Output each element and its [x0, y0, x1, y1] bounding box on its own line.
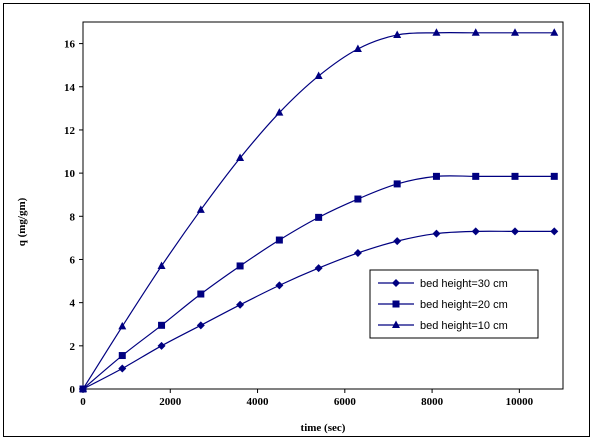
data-point-square: [550, 172, 558, 180]
series-markers: [79, 28, 559, 393]
data-point-diamond: [432, 229, 441, 238]
data-point-triangle: [550, 28, 559, 36]
data-point-square: [315, 213, 323, 221]
legend: bed height=30 cm bed height=20 cm bed heig…: [369, 269, 539, 339]
data-point-triangle: [432, 28, 441, 36]
data-point-diamond: [353, 248, 362, 257]
data-point-diamond: [393, 237, 402, 246]
data-point-diamond: [236, 300, 245, 309]
data-point-square: [158, 321, 166, 329]
y-tick-label: 6: [70, 254, 76, 266]
x-tick-label: 10000: [506, 396, 534, 408]
legend-label: bed height=30 cm: [420, 278, 508, 290]
data-point-diamond: [550, 227, 559, 236]
x-tick-label: 6000: [334, 396, 357, 408]
data-point-square: [432, 172, 440, 180]
data-point-diamond: [275, 281, 284, 290]
data-point-triangle: [118, 321, 127, 330]
chart-frame: [3, 3, 590, 437]
data-point-diamond: [118, 364, 127, 373]
x-tick-label: 0: [80, 396, 86, 408]
data-point-square: [118, 352, 126, 360]
x-tick-label: 2000: [159, 396, 182, 408]
data-point-triangle: [236, 153, 245, 162]
plot-area: [82, 21, 564, 390]
legend-marker-square: [392, 300, 400, 308]
y-tick-label: 8: [70, 211, 76, 223]
data-point-triangle: [314, 71, 323, 79]
data-point-diamond: [314, 264, 323, 273]
legend-label: bed height=20 cm: [420, 299, 508, 311]
data-point-triangle: [275, 108, 284, 116]
data-point-diamond: [471, 227, 480, 236]
data-point-triangle: [511, 28, 519, 36]
y-tick-label: 12: [64, 125, 76, 137]
axes: [82, 21, 564, 390]
legend-marker-triangle: [392, 320, 400, 328]
x-tick-label: 4000: [247, 396, 270, 408]
y-tick-label: 14: [64, 82, 76, 94]
y-tick-label: 2: [70, 341, 76, 353]
data-point-square: [275, 236, 283, 244]
data-point-square: [511, 172, 519, 180]
y-tick-label: 4: [70, 298, 76, 310]
y-tick-label: 0: [70, 384, 76, 396]
data-point-square: [354, 195, 362, 203]
data-point-square: [472, 172, 480, 180]
data-point-triangle: [157, 261, 166, 269]
data-point-diamond: [196, 321, 205, 330]
y-tick-label: 10: [64, 168, 76, 180]
y-tick-label: 16: [64, 39, 76, 51]
x-tick-label: 8000: [421, 396, 444, 408]
data-point-diamond: [157, 341, 166, 350]
data-point-square: [197, 290, 205, 298]
x-axis-ticks: 0 2000 4000 6000 8000 10000: [80, 389, 534, 408]
data-point-triangle: [79, 384, 87, 392]
y-axis-ticks: 0 2 4 6 8 10 12 14 16: [64, 39, 83, 396]
legend-label: bed height=10 cm: [420, 320, 508, 332]
data-point-square: [236, 262, 244, 270]
data-point-triangle: [353, 44, 362, 52]
data-point-square: [393, 180, 401, 188]
data-point-triangle: [393, 30, 402, 38]
legend-marker-diamond: [392, 279, 400, 287]
data-point-diamond: [511, 227, 519, 236]
x-axis-label: time (sec): [301, 422, 346, 434]
data-point-triangle: [196, 205, 205, 213]
data-point-triangle: [471, 28, 480, 36]
y-axis-label: q (mg/gm): [16, 197, 28, 246]
